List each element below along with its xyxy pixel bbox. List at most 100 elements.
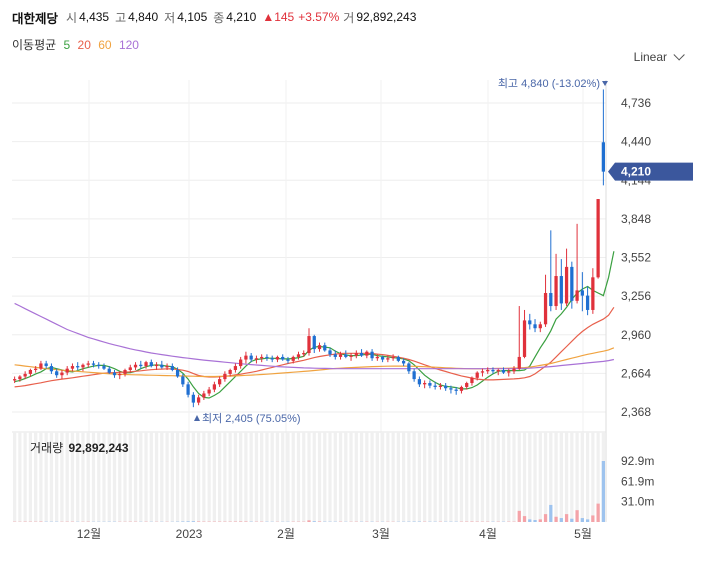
candle-body [296, 354, 301, 357]
candle-body [65, 368, 69, 373]
candle-body [60, 372, 64, 376]
volume-tick-label: 92.9m [621, 454, 654, 468]
close-value: 4,210 [226, 10, 257, 24]
volume-bar [191, 521, 195, 522]
candle-body [433, 385, 437, 387]
candle-body [181, 376, 185, 385]
volume-header-label: 거 [343, 10, 355, 25]
scale-dropdown[interactable]: Linear [634, 49, 685, 64]
y-tick-label: 3,256 [621, 289, 651, 303]
volume-bar [517, 510, 521, 522]
volume-bar [543, 514, 548, 522]
candle-body [365, 351, 369, 356]
volume-bar [312, 521, 316, 522]
volume-tick-label: 31.0m [621, 495, 654, 509]
candle-body [81, 364, 85, 368]
ma-120-label[interactable]: 120 [118, 38, 139, 52]
candle-body [575, 290, 579, 301]
y-tick-label: 4,440 [621, 135, 651, 149]
volume-bar [186, 521, 190, 522]
candle-body [554, 276, 558, 307]
volume-bar [554, 516, 558, 522]
close-label: 종 [213, 10, 225, 25]
candle-body [186, 384, 190, 395]
candle-body [438, 385, 443, 387]
candle-body [428, 383, 432, 386]
volume-bar [585, 519, 590, 522]
stock-name: 대한제당 [12, 11, 59, 26]
candle-body [265, 356, 269, 359]
candle-body [28, 369, 33, 374]
candle-body [349, 355, 353, 357]
candle-body [149, 362, 153, 367]
candle-body [585, 295, 590, 310]
candle-body [218, 379, 222, 385]
ma-20-label[interactable]: 20 [77, 38, 91, 52]
volume-bar [575, 510, 579, 522]
change-value: ▲145 [262, 10, 295, 24]
y-tick-label: 4,736 [621, 96, 651, 110]
candle-body [228, 369, 232, 374]
volume-bar [549, 504, 553, 522]
candle-body [76, 366, 80, 368]
candle-body [212, 384, 217, 390]
candle-body [196, 397, 201, 403]
y-tick-label: 2,368 [621, 405, 651, 419]
x-tick-label: 2023 [176, 527, 203, 541]
candle-body [202, 393, 206, 398]
candle-body [370, 351, 374, 359]
candle-body [34, 368, 38, 370]
high-label: 고 [115, 10, 127, 25]
current-price-tag [608, 162, 693, 181]
volume-bar [538, 519, 542, 522]
candle-body [91, 363, 96, 365]
volume-tick-label: 61.9m [621, 474, 654, 488]
candle-body [281, 356, 285, 360]
candle-body [459, 386, 464, 391]
candle-body [522, 320, 527, 357]
candle-body [55, 371, 59, 376]
candle-body [12, 379, 17, 381]
y-tick-label: 2,664 [621, 366, 651, 380]
candle-body [407, 363, 411, 372]
candle-body [49, 366, 54, 372]
ma-60-label[interactable]: 60 [98, 38, 112, 52]
candle-body [391, 356, 395, 359]
low-marker-icon [194, 415, 200, 421]
candle-body [102, 366, 106, 369]
open-value: 4,435 [79, 10, 110, 24]
candle-body [449, 388, 453, 390]
x-tick-label: 5월 [574, 527, 592, 541]
candle-body [570, 266, 574, 301]
candle-body [123, 369, 127, 374]
high-value: 4,840 [128, 10, 159, 24]
volume-bar [181, 521, 185, 522]
x-tick-label: 4월 [479, 527, 497, 541]
candle-body [501, 369, 506, 373]
candle-body [312, 336, 316, 350]
candle-body [118, 373, 122, 376]
candle-body [465, 383, 469, 387]
candle-body [601, 142, 606, 172]
candle-body [538, 324, 542, 329]
candle-body [317, 345, 322, 350]
candle-body [154, 364, 159, 367]
candle-body [528, 320, 532, 325]
candle-body [239, 359, 243, 367]
candle-body [596, 199, 600, 278]
candle-body [275, 356, 280, 360]
ma-5-label[interactable]: 5 [63, 38, 71, 52]
high-marker-icon [602, 81, 608, 86]
candle-body [307, 336, 311, 354]
candle-body [359, 353, 364, 356]
low-label: 저 [164, 10, 176, 25]
candle-body [533, 324, 537, 329]
moving-average-legend: 이동평균 5 20 60 120 [12, 36, 143, 53]
candle-body [480, 371, 485, 373]
candle-body [191, 394, 195, 403]
candle-body [70, 366, 75, 369]
candle-body [580, 290, 584, 296]
candle-body [423, 383, 427, 385]
candle-body [260, 356, 264, 359]
